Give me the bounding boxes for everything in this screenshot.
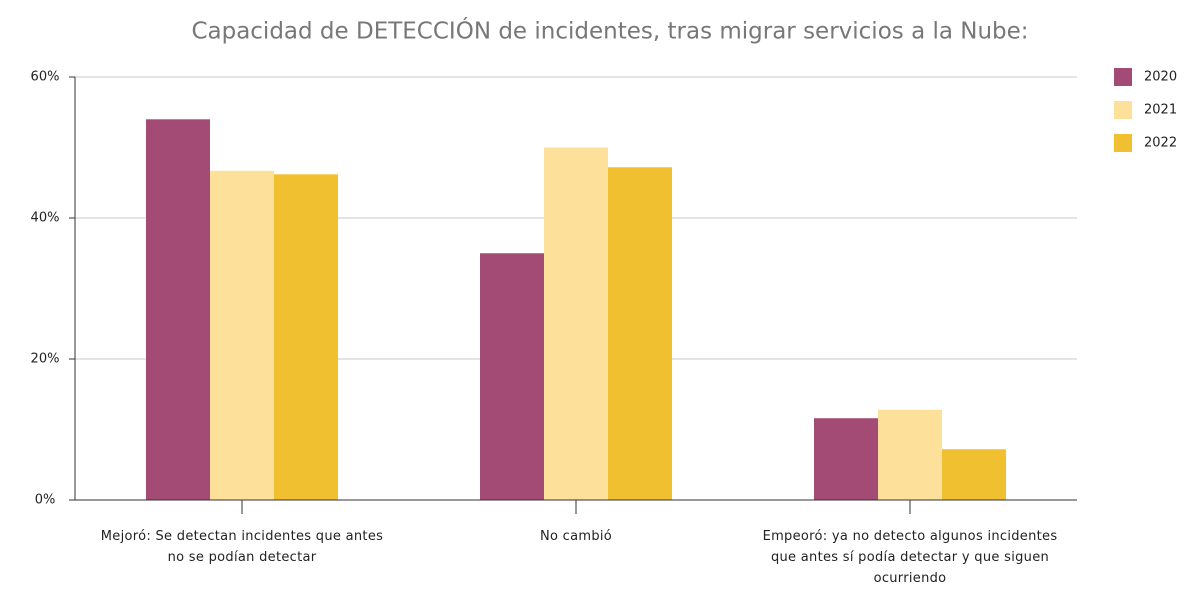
bar <box>942 449 1006 500</box>
bar <box>210 170 274 500</box>
legend-label: 2021 <box>1144 103 1177 118</box>
x-tick-label: No cambió <box>539 529 613 544</box>
x-tick-label: Mejoró: Se detectan incidentes que antes… <box>100 529 384 565</box>
legend-label: 2020 <box>1144 70 1177 85</box>
bar <box>544 147 608 500</box>
bar <box>878 409 942 500</box>
bar <box>146 119 210 501</box>
y-tick-label: 20% <box>31 352 60 367</box>
y-tick-label: 0% <box>35 493 56 508</box>
bar <box>608 167 672 501</box>
bar <box>814 418 878 500</box>
x-tick-label: Empeoró: ya no detecto algunos incidente… <box>762 529 1058 586</box>
legend-swatch <box>1114 101 1132 119</box>
legend-swatch <box>1114 68 1132 86</box>
y-tick-label: 60% <box>31 70 60 85</box>
bar <box>274 174 338 501</box>
bar <box>480 253 544 500</box>
legend-swatch <box>1114 134 1132 152</box>
legend-label: 2022 <box>1144 136 1177 151</box>
y-tick-label: 40% <box>31 211 60 226</box>
chart-title: Capacidad de DETECCIÓN de incidentes, tr… <box>191 17 1028 45</box>
